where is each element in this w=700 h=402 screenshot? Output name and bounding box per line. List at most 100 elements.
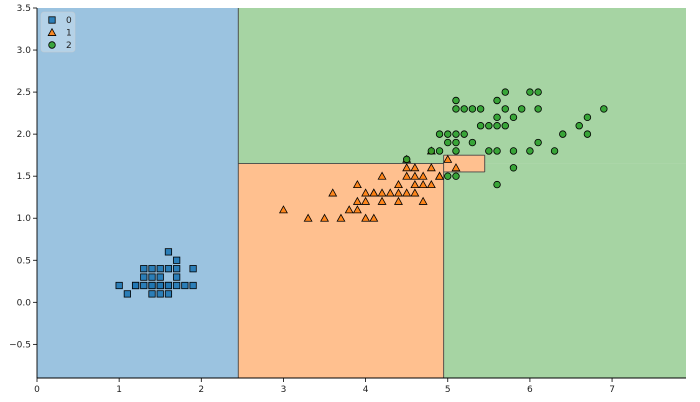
- y-tick-label-5: 2.0: [17, 130, 32, 140]
- y-tick-label-6: 2.5: [17, 88, 31, 98]
- point-class-2-26: [501, 122, 509, 130]
- point-class-1-18: [393, 196, 403, 205]
- x-tick-label-2: 2: [198, 385, 204, 395]
- point-class-2-33: [526, 147, 534, 155]
- point-class-2-29: [509, 164, 518, 172]
- point-class-2-41: [583, 130, 592, 138]
- point-class-1-26: [418, 196, 428, 205]
- point-class-2-23: [493, 122, 501, 130]
- point-class-0-18: [173, 273, 181, 281]
- y-tick-label-7: 3.0: [17, 46, 32, 56]
- point-class-0-1: [123, 290, 131, 298]
- point-class-2-27: [501, 105, 509, 113]
- point-class-2-16: [468, 105, 477, 113]
- point-class-2-19: [485, 147, 493, 155]
- point-class-0-24: [156, 273, 164, 281]
- y-tick-label-4: 1.5: [17, 172, 31, 182]
- y-tick-label-1: 0.0: [17, 298, 32, 308]
- point-class-1-39: [410, 163, 420, 172]
- point-class-2-42: [583, 113, 592, 122]
- point-class-2-15: [468, 138, 477, 147]
- point-class-0-22: [189, 281, 197, 290]
- x-tick-label-4: 4: [363, 385, 369, 395]
- point-class-1-23: [410, 188, 420, 197]
- point-class-0-17: [164, 281, 173, 290]
- point-class-1-21: [402, 188, 412, 197]
- legend-marker-0: [48, 16, 56, 24]
- x-tick-label-1: 1: [116, 385, 122, 395]
- point-class-1-6: [352, 205, 362, 214]
- point-class-1-37: [369, 188, 379, 197]
- legend-marker-2: [48, 41, 56, 49]
- decision-regions: [37, 8, 686, 378]
- point-class-1-10: [361, 196, 371, 205]
- region-class-1-4: [443, 155, 485, 172]
- x-tick-label-5: 5: [445, 385, 451, 395]
- point-class-0-0: [115, 281, 123, 290]
- point-class-1-0: [278, 205, 288, 214]
- axes: 0 1 2 3 4 5 6 7 −0.5 0.0 0.5 1.0 1.5 2.0 2.5 3.0 3.5: [9, 4, 686, 395]
- point-class-2-3: [435, 130, 444, 138]
- point-class-2-39: [559, 130, 567, 138]
- point-class-2-6: [444, 138, 452, 147]
- point-class-1-9: [361, 213, 371, 222]
- point-class-1-38: [435, 171, 445, 180]
- region-class-1-1: [238, 163, 444, 378]
- point-class-1-36: [402, 163, 412, 172]
- point-class-2-7: [452, 172, 460, 180]
- point-class-0-21: [173, 281, 181, 290]
- point-class-0-26: [148, 265, 156, 273]
- point-class-2-2: [435, 147, 444, 155]
- point-class-0-10: [156, 290, 164, 298]
- point-class-2-34: [526, 88, 534, 96]
- point-class-1-29: [426, 179, 436, 189]
- x-tick-label-6: 6: [527, 385, 533, 395]
- point-class-0-20: [173, 265, 181, 273]
- x-tick-label-3: 3: [281, 385, 287, 395]
- point-class-0-13: [156, 281, 164, 290]
- point-class-2-17: [476, 122, 485, 130]
- point-class-1-27: [418, 179, 428, 189]
- point-class-1-11: [361, 188, 371, 197]
- point-class-2-8: [452, 147, 460, 155]
- point-class-2-0: [402, 155, 411, 164]
- point-class-0-28: [181, 281, 189, 290]
- point-class-1-17: [385, 188, 395, 197]
- point-class-1-24: [410, 179, 420, 189]
- point-class-2-32: [517, 105, 526, 113]
- point-class-0-25: [131, 281, 140, 290]
- point-class-0-8: [148, 273, 156, 281]
- point-class-1-1: [303, 213, 313, 222]
- legend-label-1: 1: [66, 29, 72, 39]
- point-class-0-12: [156, 265, 164, 273]
- point-class-2-20: [485, 122, 493, 130]
- x-tick-label-0: 0: [34, 385, 40, 395]
- point-class-2-14: [460, 105, 468, 113]
- point-class-1-25: [410, 171, 420, 180]
- point-class-0-15: [164, 265, 173, 273]
- point-class-0-6: [148, 290, 156, 298]
- point-class-0-5: [140, 265, 148, 273]
- point-class-1-28: [418, 171, 428, 180]
- point-class-0-3: [140, 281, 148, 290]
- region-class-2-3: [443, 163, 686, 378]
- point-class-2-37: [534, 88, 542, 96]
- point-class-2-35: [534, 138, 542, 147]
- point-class-0-23: [189, 265, 197, 273]
- point-class-2-25: [493, 96, 501, 105]
- point-class-2-36: [534, 105, 542, 113]
- point-class-1-33: [451, 163, 461, 172]
- point-class-1-20: [393, 179, 403, 189]
- point-class-2-13: [460, 130, 468, 138]
- point-class-1-7: [352, 196, 362, 205]
- data-points: [115, 88, 608, 298]
- point-class-2-4: [444, 172, 452, 180]
- y-tick-label-8: 3.5: [17, 4, 31, 14]
- point-class-2-30: [509, 147, 518, 155]
- point-class-2-1: [427, 147, 436, 155]
- point-class-2-38: [550, 147, 559, 155]
- point-class-0-19: [173, 256, 181, 264]
- point-class-0-4: [140, 273, 148, 281]
- point-class-1-19: [393, 188, 403, 197]
